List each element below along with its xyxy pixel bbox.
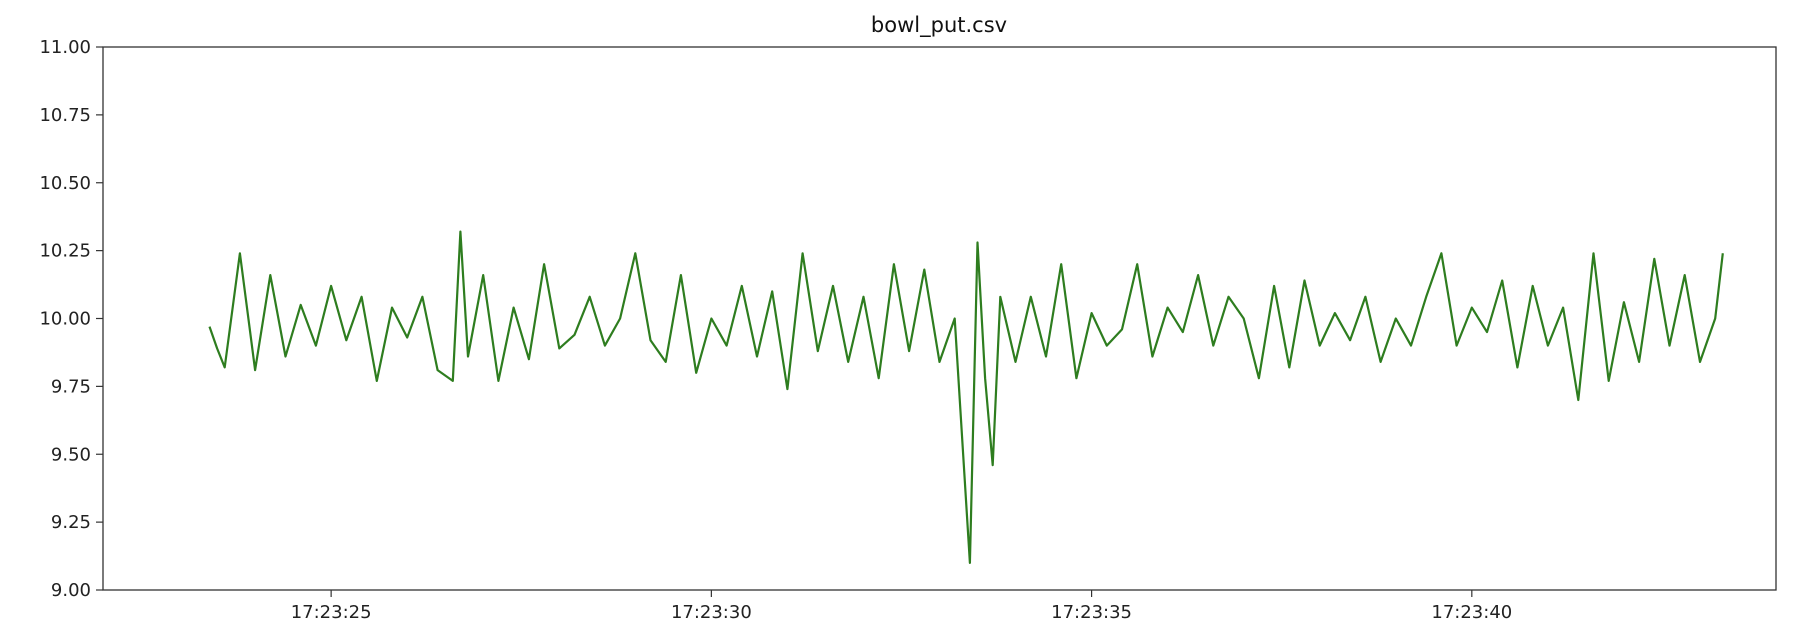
y-tick-label: 10.25: [39, 241, 91, 262]
y-tick-label: 9.75: [51, 376, 91, 397]
y-tick-label: 9.50: [51, 444, 91, 465]
x-axis: 17:23:25 17:23:30 17:23:35 17:23:40: [291, 590, 1512, 623]
y-tick-label: 9.00: [51, 580, 91, 601]
series-layer: [208, 230, 1724, 565]
x-tick-label: 17:23:30: [671, 602, 752, 623]
y-tick-label: 10.75: [39, 105, 91, 126]
x-tick-label: 17:23:25: [291, 602, 372, 623]
y-tick-label: 9.25: [51, 512, 91, 533]
series-line-0: [208, 230, 1724, 565]
plot-frame: [102, 46, 1777, 591]
y-axis: 9.00 9.25 9.50 9.75 10.00 10.25 10.50 10.75 11.0…: [39, 37, 103, 601]
plot-area: [102, 46, 1777, 591]
y-tick-label: 11.00: [39, 37, 91, 58]
x-tick-label: 17:23:40: [1431, 602, 1512, 623]
chart-title: bowl_put.csv: [871, 13, 1007, 38]
y-tick-label: 10.50: [39, 173, 91, 194]
x-tick-label: 17:23:35: [1051, 602, 1132, 623]
y-tick-label: 10.00: [39, 309, 91, 330]
